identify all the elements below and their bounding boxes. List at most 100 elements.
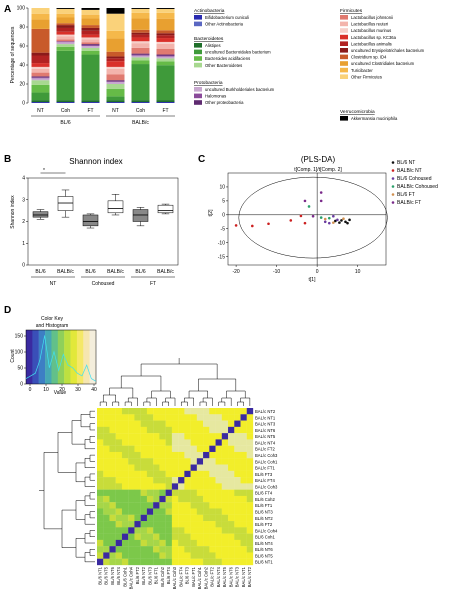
d-heat-cell xyxy=(234,495,241,503)
a-legend-label: Clostridium sp. ID4 xyxy=(351,55,387,60)
d-heat-cell xyxy=(159,408,166,415)
d-heat-cell xyxy=(128,439,135,446)
a-legend-group-heading: Verrucomicrobia xyxy=(340,109,375,115)
d-col-label: BAL/c Coh2 xyxy=(203,566,208,589)
c-point xyxy=(348,218,351,222)
d-heat-cell xyxy=(221,521,229,528)
d-heat-cell xyxy=(221,439,229,446)
d-heat-cell xyxy=(178,470,185,478)
d-key-color-band xyxy=(64,330,71,384)
d-heat-cell xyxy=(165,477,173,484)
d-heat-cell xyxy=(196,433,204,440)
d-heat-cell xyxy=(246,464,254,471)
d-heat-cell xyxy=(221,489,229,497)
a-bar-segment xyxy=(56,100,75,103)
c-legend-marker xyxy=(391,193,395,196)
d-heat-cell xyxy=(246,408,254,415)
a-category-label: Coh xyxy=(61,108,70,114)
c-point xyxy=(346,221,349,225)
d-heat-cell xyxy=(203,414,210,421)
d-heat-cell xyxy=(109,470,116,478)
d-heat-cell xyxy=(221,445,229,453)
d-heat-cell xyxy=(234,458,241,465)
a-bar-segment xyxy=(106,38,125,52)
d-heat-cell xyxy=(234,451,241,459)
d-heat-cell xyxy=(103,527,110,534)
d-col-label: BL/6 NT3 xyxy=(147,566,152,584)
d-heat-cell xyxy=(209,533,216,541)
a-legend-label: Bacteroides acidifaciens xyxy=(205,56,250,61)
d-heat-cell xyxy=(121,495,129,503)
d-heat-cell xyxy=(178,514,185,522)
b-group-label: FT xyxy=(150,281,156,287)
a-bar-segment xyxy=(56,27,75,32)
d-heat-cell xyxy=(103,408,110,415)
a-bar-segment xyxy=(81,44,100,46)
d-heat-cell xyxy=(140,445,148,453)
d-heat-cell xyxy=(228,464,235,471)
d-heat-cell xyxy=(121,408,129,415)
b-ytick-label: 1 xyxy=(22,241,25,247)
d-heat-cell xyxy=(184,508,191,515)
d-heat-cell xyxy=(153,533,160,541)
d-heat-cell xyxy=(190,558,197,566)
d-heat-cell xyxy=(184,514,191,522)
d-heat-cell xyxy=(234,426,241,434)
a-bar-segment xyxy=(106,82,125,84)
d-heat-cell xyxy=(153,439,160,446)
d-heat-cell xyxy=(134,414,141,421)
d-heat-cell xyxy=(97,514,104,522)
d-heat-cell xyxy=(159,546,166,553)
a-legend-label: Bifidobacterium cuniculi xyxy=(205,15,249,20)
a-bar-segment xyxy=(156,55,175,57)
d-heat-cell xyxy=(134,533,141,541)
d-heat-cell xyxy=(190,508,197,515)
d-heat-cell xyxy=(190,546,197,553)
d-heat-cell xyxy=(121,451,129,459)
d-heat-cell xyxy=(246,439,254,446)
d-heat-cell xyxy=(228,539,235,547)
d-heat-cell xyxy=(153,495,160,503)
c-point xyxy=(319,191,323,194)
d-heat-cell xyxy=(171,420,179,427)
d-heat-cell xyxy=(171,502,179,509)
a-bar-segment xyxy=(106,30,125,39)
d-heat-cell xyxy=(178,439,185,446)
d-heat-cell xyxy=(209,558,216,566)
d-heat-cell xyxy=(153,489,160,497)
d-heat-cell xyxy=(171,408,179,415)
d-heat-cell xyxy=(190,489,197,497)
d-heat-cell xyxy=(103,552,110,559)
d-heat-cell xyxy=(240,458,247,465)
d-heat-cell xyxy=(215,433,222,440)
a-bar-segment xyxy=(131,18,150,30)
a-bar-segment xyxy=(31,92,50,101)
d-row-label: BL/6 NT3 xyxy=(255,510,273,515)
d-heat-cell xyxy=(178,451,185,459)
d-heat-cell xyxy=(178,420,185,427)
c-point xyxy=(334,219,337,223)
a-bar-segment xyxy=(81,37,100,40)
d-heat-cell xyxy=(159,420,166,427)
d-heat-cell xyxy=(128,546,135,553)
a-ytick-label: 40 xyxy=(19,63,25,69)
d-heat-cell xyxy=(97,420,104,427)
d-heat-cell xyxy=(153,508,160,515)
c-ytick-label: -5 xyxy=(221,226,226,232)
a-bar-segment xyxy=(131,41,150,44)
d-heat-cell xyxy=(228,470,235,478)
d-heat-cell xyxy=(240,477,247,484)
d-heat-cell xyxy=(103,558,110,566)
d-heat-cell xyxy=(140,508,148,515)
d-col-label: BAL/c Coh4 xyxy=(129,566,134,589)
a-category-label: NT xyxy=(112,108,119,114)
d-heat-cell xyxy=(209,539,216,547)
d-heat-cell xyxy=(103,439,110,446)
d-heat-cell xyxy=(209,508,216,515)
d-heat-cell xyxy=(203,420,210,427)
a-bar-segment xyxy=(31,52,50,56)
b-plot-frame xyxy=(27,177,179,266)
d-heat-cell xyxy=(203,527,210,534)
d-col-label: BAL/c NT2 xyxy=(247,566,252,587)
d-heat-cell xyxy=(109,508,116,515)
